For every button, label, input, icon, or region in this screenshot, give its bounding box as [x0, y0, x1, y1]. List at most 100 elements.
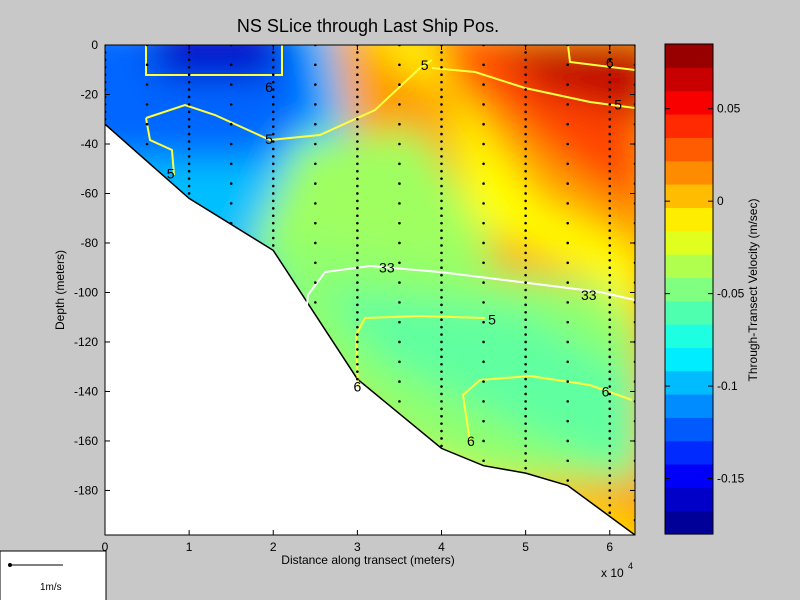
y-tick-label: -80	[81, 236, 99, 250]
sample-point	[314, 301, 317, 304]
sample-point	[271, 184, 275, 188]
sample-point	[271, 88, 275, 91]
sample-point	[440, 437, 443, 440]
colorbar-segment	[665, 254, 713, 278]
sample-point	[524, 444, 527, 448]
scale-legend-box	[0, 550, 107, 600]
sample-point	[524, 466, 527, 470]
sample-point	[356, 377, 359, 381]
colorbar-tick-label: -0.1	[717, 379, 738, 393]
sample-point	[356, 214, 359, 218]
sample-point	[356, 362, 359, 366]
sample-point	[398, 400, 401, 403]
sample-point	[566, 281, 569, 284]
sample-point	[524, 65, 527, 69]
sample-point	[440, 281, 443, 284]
sample-point	[482, 221, 485, 225]
sample-point	[440, 88, 443, 91]
sample-point	[482, 400, 485, 403]
sample-point	[608, 340, 612, 344]
sample-point	[440, 73, 443, 76]
sample-point	[524, 325, 527, 329]
sample-point	[356, 244, 359, 247]
sample-point	[356, 236, 359, 240]
contour-line	[145, 45, 283, 76]
sample-point	[524, 452, 527, 455]
sample-point	[314, 261, 317, 265]
sample-point	[608, 273, 612, 277]
contour-label: 33	[379, 260, 395, 276]
sample-point	[566, 182, 569, 185]
sample-point	[398, 162, 401, 166]
sample-point	[145, 103, 149, 106]
sample-point	[440, 58, 443, 62]
sample-point	[524, 103, 527, 106]
sample-point	[566, 340, 569, 344]
sample-point	[314, 103, 317, 106]
sample-point	[271, 80, 275, 84]
sample-point	[608, 184, 612, 188]
sample-point	[398, 320, 401, 324]
sample-point	[608, 177, 612, 180]
contour-label: 6	[353, 379, 361, 395]
sample-point	[524, 281, 527, 284]
contour-label: 6	[467, 433, 475, 449]
y-tick-label: -180	[74, 483, 98, 497]
sample-point	[608, 392, 612, 396]
sample-point	[566, 241, 569, 245]
sample-point	[566, 419, 569, 423]
sample-point	[524, 459, 527, 463]
sample-point	[440, 214, 443, 218]
sample-point	[524, 362, 527, 366]
sample-point	[524, 117, 527, 121]
contour-line	[461, 374, 633, 443]
sample-point	[524, 177, 527, 180]
sample-point	[440, 132, 443, 136]
colorbar-tick-label: -0.05	[717, 287, 745, 301]
sample-point	[356, 303, 359, 307]
y-tick-label: -140	[74, 384, 98, 398]
sample-point	[608, 88, 612, 91]
x-tick-label: 5	[522, 540, 529, 554]
sample-point	[187, 192, 191, 195]
sample-point	[608, 452, 612, 455]
sample-point	[608, 95, 612, 99]
sample-point	[566, 459, 569, 463]
sample-point	[440, 385, 443, 388]
sample-point	[271, 192, 275, 195]
sample-point	[608, 422, 612, 425]
sample-point	[482, 182, 485, 185]
sample-point	[356, 132, 359, 136]
sample-point	[524, 333, 527, 336]
sample-point	[608, 251, 612, 255]
x-exponent-power: 4	[628, 561, 633, 571]
velocity-field	[105, 45, 635, 535]
sample-point	[356, 65, 359, 69]
sample-point	[524, 236, 527, 240]
sample-point	[524, 266, 527, 270]
scale-legend-label: 1m/s	[40, 582, 62, 593]
contour-label: 5	[614, 96, 622, 112]
sample-point	[440, 155, 443, 158]
sample-point	[608, 362, 612, 366]
sample-point	[314, 182, 317, 185]
contour-line	[304, 264, 635, 326]
contour-line	[145, 59, 433, 142]
sample-point	[271, 132, 275, 136]
sample-point	[271, 103, 275, 106]
sample-point	[524, 132, 527, 136]
sample-point	[608, 370, 612, 373]
sample-point	[440, 414, 443, 418]
sample-point	[482, 459, 485, 463]
sample-point	[482, 439, 485, 443]
colorbar-segment	[665, 277, 713, 302]
sample-point	[608, 169, 612, 173]
sample-point	[145, 83, 149, 86]
sample-point	[608, 199, 612, 203]
sample-point	[524, 95, 527, 99]
sample-point	[608, 73, 612, 76]
colorbar-segment	[665, 90, 713, 115]
sample-point	[524, 303, 527, 307]
sample-point	[608, 65, 612, 69]
sample-point	[356, 103, 359, 106]
